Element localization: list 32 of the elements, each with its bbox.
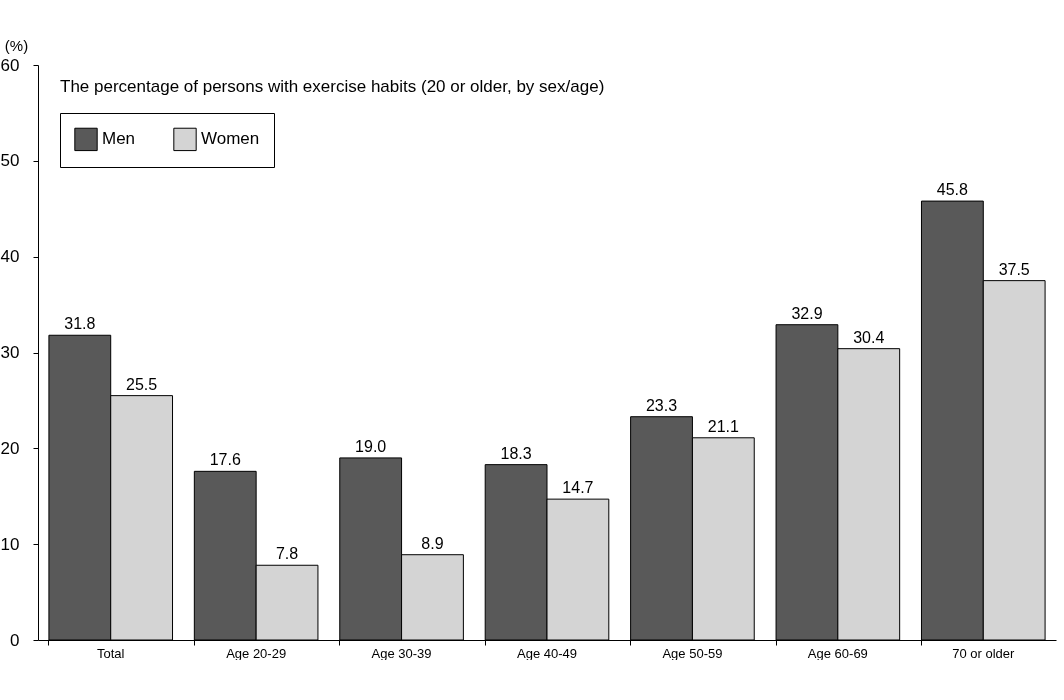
data-label: 7.8: [275, 545, 299, 563]
data-label: 19.0: [355, 437, 387, 455]
data-label: 8.9: [421, 534, 444, 552]
y-tick-label: 50: [0, 151, 20, 171]
y-tick-label: 60: [0, 55, 20, 75]
x-tick-label: Age 30-39: [371, 645, 432, 661]
data-label: 37.5: [998, 260, 1030, 278]
data-label: 14.7: [562, 479, 594, 497]
y-tick-label: 40: [0, 247, 20, 267]
text: The percentage of persons with exercise habits (20 or older, by sex/age): [60, 77, 605, 96]
y-axis-title: (%): [4, 36, 29, 54]
legend-label: Women: [201, 129, 260, 149]
y-tick-label: 10: [0, 534, 20, 554]
x-tick-label: Age 60-69: [807, 645, 868, 661]
data-label: 18.3: [500, 444, 532, 462]
y-tick-label: 20: [0, 438, 20, 458]
x-tick-label: Age 20-29: [226, 645, 287, 661]
x-tick-label: Total: [96, 645, 125, 661]
data-label: 25.5: [126, 375, 158, 393]
x-tick-label: 70 or older: [952, 645, 1016, 661]
data-label: 23.3: [645, 396, 678, 414]
data-label: 45.8: [936, 181, 969, 199]
data-label: 21.1: [707, 417, 739, 435]
data-label: 30.4: [853, 328, 885, 346]
y-tick-label: 30: [0, 343, 20, 362]
legend-label: Men: [102, 129, 136, 149]
x-tick-label: Age 50-59: [662, 645, 723, 661]
data-label: 17.6: [209, 451, 241, 469]
x-tick-label: Age 40-49: [517, 645, 577, 661]
data-label: 32.9: [791, 304, 823, 322]
y-tick-label: 0: [10, 630, 20, 650]
data-label: 31.8: [64, 315, 96, 333]
